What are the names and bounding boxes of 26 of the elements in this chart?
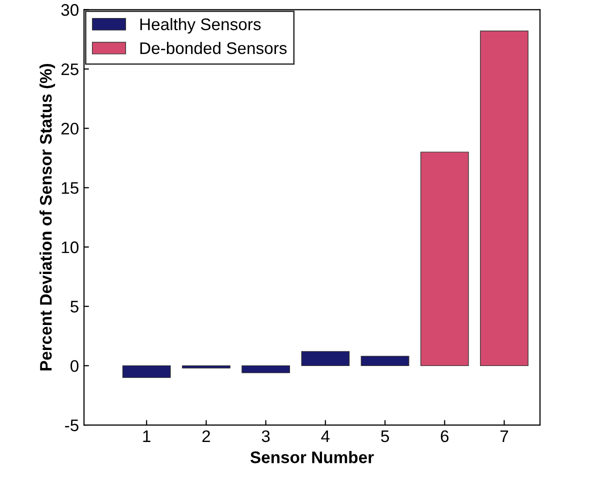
x-tick-label: 5 xyxy=(381,430,389,442)
y-tick-label: -5 xyxy=(65,420,78,432)
bar xyxy=(420,152,469,366)
x-tick-label: 7 xyxy=(500,430,508,442)
y-tick-label: 25 xyxy=(61,63,78,76)
bar xyxy=(182,365,230,368)
bar xyxy=(360,356,410,366)
y-axis-title: Percent Deviation of Sensor Status (%) xyxy=(40,64,56,370)
y-tick-label: 5 xyxy=(70,300,78,313)
bar xyxy=(242,365,290,374)
legend-label: De-bonded Sensors xyxy=(140,42,287,54)
y-tick-label: 0 xyxy=(70,360,78,372)
x-axis-title: Sensor Number xyxy=(250,450,374,464)
y-tick-label: 30 xyxy=(61,4,78,16)
x-tick-label: 4 xyxy=(321,430,330,442)
legend-label: Healthy Sensors xyxy=(140,18,261,34)
x-tick-label: 6 xyxy=(440,430,449,442)
bar xyxy=(301,351,350,366)
x-tick-label: 2 xyxy=(202,430,210,442)
y-tick-label: 10 xyxy=(62,241,78,254)
bar xyxy=(480,30,528,366)
x-tick-label: 3 xyxy=(262,430,270,442)
x-tick-label: 1 xyxy=(143,430,150,442)
y-tick-label: 20 xyxy=(61,122,78,135)
y-tick-label: 15 xyxy=(62,182,78,194)
bar xyxy=(122,365,171,378)
